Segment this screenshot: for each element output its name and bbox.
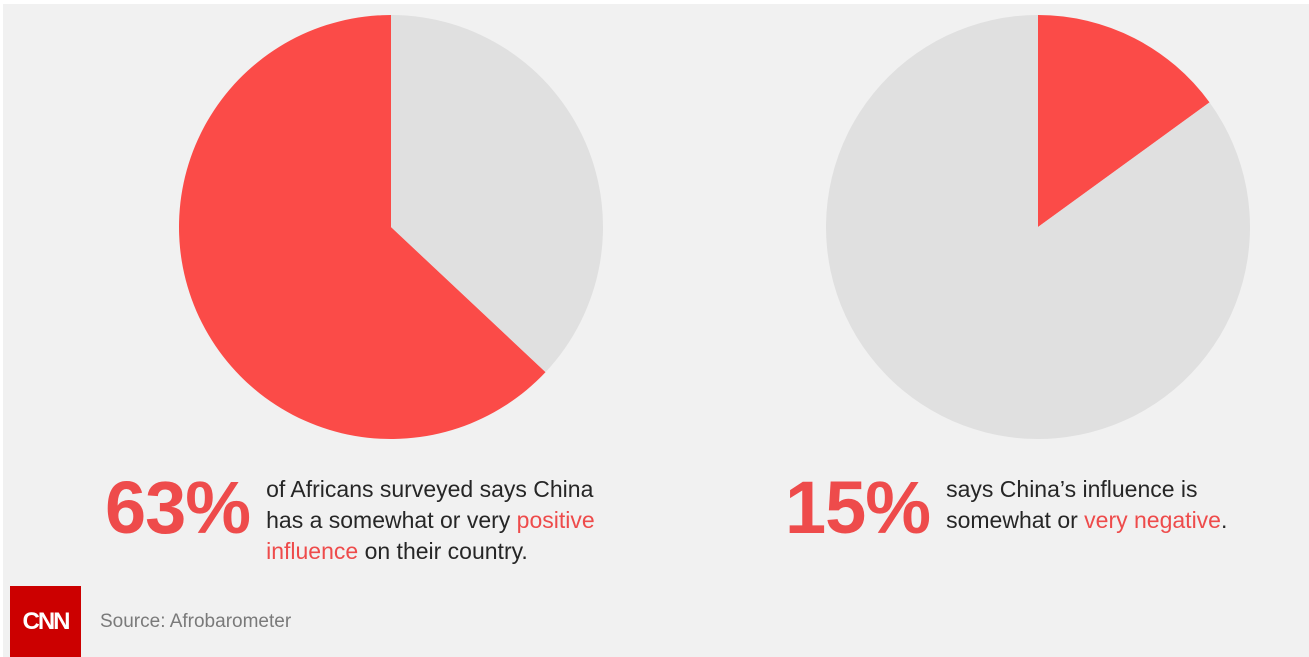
left-pie-slice-positive-influence (179, 15, 546, 439)
positive-highlight-2: influence (266, 538, 359, 564)
negative-percent: 15% (785, 466, 931, 549)
top-border (0, 0, 1309, 4)
negative-description-line-2: somewhat or very negative. (946, 505, 1227, 536)
negative-influence-stat: 15% says China’s influence is somewhat o… (785, 468, 1227, 548)
left-border (0, 0, 3, 657)
negative-influence-pie-chart (825, 14, 1251, 440)
right-pie-slice-negative-influence (1038, 15, 1210, 227)
positive-influence-stat: 63% of Africans surveyed says China has … (105, 468, 595, 567)
right-pie-slice-other (826, 15, 1250, 439)
left-pie-slice-other (391, 15, 603, 373)
positive-percent: 63% (105, 466, 251, 549)
negative-description: says China’s influence is somewhat or ve… (946, 474, 1227, 536)
positive-description-line-2: has a somewhat or very positive (266, 505, 595, 536)
positive-description-line-1: of Africans surveyed says China (266, 476, 594, 502)
positive-line-2-text: has a somewhat or very (266, 507, 517, 533)
negative-description-line-1: says China’s influence is (946, 476, 1198, 502)
cnn-logo: CNN (10, 586, 81, 657)
positive-description-line-3: influence on their country. (266, 536, 595, 567)
negative-line-2-text: somewhat or (946, 507, 1085, 533)
positive-influence-pie-chart (178, 14, 604, 440)
source-label: Source: Afrobarometer (100, 610, 292, 632)
positive-description: of Africans surveyed says China has a so… (266, 474, 595, 567)
positive-line-3-text: on their country. (358, 538, 528, 564)
negative-line-2-end: . (1220, 507, 1228, 533)
negative-highlight: very negative (1084, 507, 1221, 533)
footer: CNN Source: Afrobarometer (10, 586, 291, 657)
positive-highlight-1: positive (516, 507, 595, 533)
